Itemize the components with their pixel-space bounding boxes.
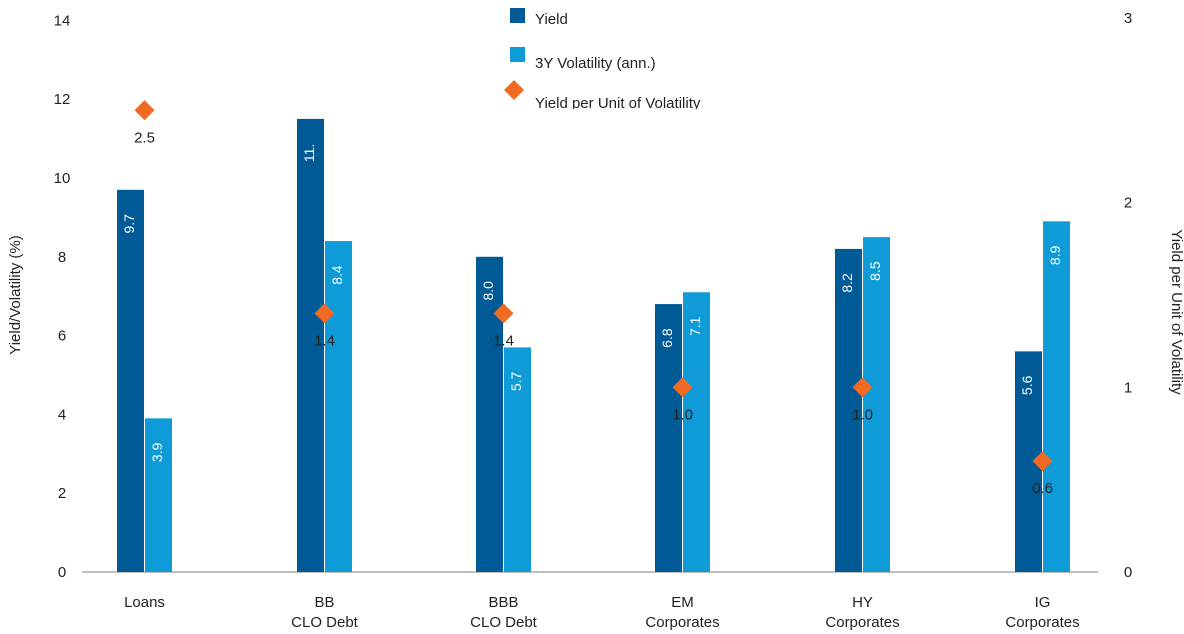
category-label: Corporates [825,614,899,631]
left-tick-label: 4 [58,406,66,423]
yield-bar-label: 8.0 [480,281,496,301]
legend-label-yield: Yield [535,11,568,28]
ratio-label: 1.4 [493,332,514,349]
legend-label-volatility: 3Y Volatility (ann.) [535,55,656,72]
category-labels: Loans BB CLO Debt BBB CLO Debt EM Corporates HY… [124,594,1080,631]
volatility-bar-label: 8.5 [867,261,883,281]
ratio-label: 2.5 [134,129,155,146]
yield-bar-label: 9.7 [121,214,137,234]
left-tick-label: 8 [58,249,66,266]
bar-labels: 9.7 3.9 11. 8.4 8.0 5.7 6.8 7.1 8.2 8.5 5.6 8.9 [121,144,1063,462]
yield-bar [476,256,503,572]
category-label: CLO Debt [470,614,538,631]
volatility-bar [863,237,890,572]
category-label: HY [852,594,873,611]
ratio-diamond [672,377,693,398]
yield-bar [655,304,682,572]
y2-axis-label: Yield per Unit of Volatility [1168,229,1184,395]
ratio-diamond [1032,451,1053,472]
yield-bar [835,248,862,573]
yield-bar-label: 6.8 [659,328,675,348]
yield-bar [117,189,144,572]
volatility-bar-label: 8.9 [1047,245,1063,265]
right-tick-label: 3 [1124,10,1132,27]
volatility-bar-label: 8.4 [329,265,345,285]
ratio-label: 1.0 [852,406,873,423]
volatility-bar [1043,221,1070,572]
legend-swatch-ratio [504,80,524,100]
ratio-diamond [134,100,155,121]
legend-swatch-yield [510,8,525,23]
category-label: IG [1035,594,1051,611]
left-axis-ticks: 0 2 4 6 8 10 12 14 [54,12,71,581]
ratio-diamond [852,377,873,398]
category-label: BB [314,594,334,611]
volatility-bar-label: 7.1 [687,316,703,336]
category-label: CLO Debt [291,614,359,631]
yield-bar [297,118,324,573]
left-tick-label: 6 [58,328,66,345]
right-tick-label: 2 [1124,195,1132,212]
volatility-bar [145,418,172,572]
legend-label-ratio: Yield per Unit of Volatility [535,95,701,112]
left-tick-label: 0 [58,564,66,581]
left-tick-label: 14 [54,12,71,29]
category-label: EM [671,594,694,611]
volatility-bar [504,347,531,572]
ratio-label: 1.0 [672,406,693,423]
volatility-bar [325,241,352,573]
legend: Yield 3Y Volatility (ann.) Yield per Unit … [504,8,701,112]
category-label: Loans [124,594,165,611]
volatility-bar-label: 3.9 [149,442,165,462]
yield-bar-label: 11. [301,144,317,162]
left-tick-label: 12 [54,91,71,108]
ratio-diamond [493,303,514,324]
ratio-diamond [314,303,335,324]
legend-items: Yield 3Y Volatility (ann.) Yield per Unit … [504,8,701,112]
right-axis-ticks: 0 1 2 3 [1124,10,1132,581]
yield-bar-label: 8.2 [839,273,855,293]
right-tick-label: 0 [1124,564,1132,581]
left-tick-label: 2 [58,485,66,502]
category-label: Corporates [645,614,719,631]
volatility-bar-label: 5.7 [508,371,524,391]
volatility-bar [683,292,710,572]
category-label: Corporates [1005,614,1079,631]
legend-swatch-volatility [510,47,525,62]
ratio-label: 0.6 [1032,480,1053,497]
diamond-markers: 2.5 1.4 1.4 1.0 1.0 0.6 [134,100,1053,497]
y-axis-label: Yield/Volatility (%) [7,235,24,355]
left-tick-label: 10 [54,170,71,187]
category-label: BBB [488,594,518,611]
ratio-label: 1.4 [314,332,335,349]
right-tick-label: 1 [1124,379,1132,396]
yield-bar-label: 5.6 [1019,375,1035,395]
bars [117,118,1070,573]
